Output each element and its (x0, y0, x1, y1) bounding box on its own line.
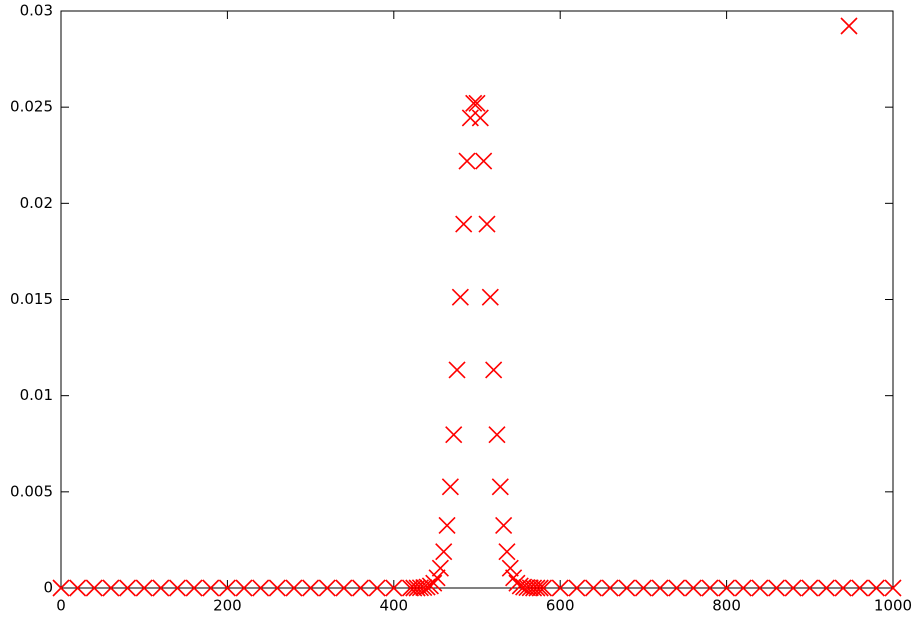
point (351, 579, 370, 597)
point (528, 579, 546, 597)
point (428, 569, 446, 587)
point (435, 543, 453, 561)
point (498, 543, 516, 561)
point (531, 579, 549, 597)
point (618, 579, 636, 597)
point (478, 215, 496, 233)
point (461, 109, 479, 127)
point (471, 109, 489, 127)
point (438, 516, 456, 535)
point (415, 579, 433, 597)
point (451, 288, 469, 306)
point (701, 579, 719, 597)
point (767, 579, 786, 597)
y-tick-label: 0.03 (20, 2, 53, 20)
point (501, 559, 519, 577)
point (135, 579, 153, 597)
point (218, 579, 236, 597)
x-tick-label: 400 (379, 597, 408, 615)
point (318, 579, 336, 597)
point (268, 579, 286, 597)
point (551, 579, 569, 597)
point (867, 579, 885, 597)
x-tick-label: 600 (546, 597, 575, 615)
y-tick-label: 0.02 (20, 194, 53, 212)
point (431, 559, 449, 577)
y-tick-label: 0.01 (20, 386, 53, 404)
point (335, 579, 353, 597)
point (834, 579, 852, 597)
point (488, 426, 506, 444)
point (152, 579, 170, 597)
point (411, 579, 429, 597)
plot-border (60, 10, 894, 589)
point (455, 215, 473, 233)
point (481, 288, 499, 306)
point (534, 579, 553, 597)
point (235, 579, 253, 597)
x-tick-label: 0 (56, 597, 66, 615)
point (118, 579, 137, 597)
y-tick-label: 0.015 (10, 290, 53, 308)
point (368, 579, 386, 597)
point (475, 152, 493, 170)
point (751, 579, 769, 597)
point (102, 579, 120, 597)
point (801, 579, 819, 597)
point (485, 361, 503, 379)
point (285, 579, 303, 597)
x-tick-label: 800 (712, 597, 741, 615)
point (884, 579, 902, 597)
point (465, 94, 483, 112)
point (445, 426, 463, 444)
point (168, 579, 187, 597)
point (185, 579, 203, 597)
point (784, 579, 802, 597)
y-tick-label: 0.005 (10, 482, 53, 500)
point (634, 579, 652, 597)
point (684, 579, 702, 597)
point (817, 579, 836, 597)
point (302, 579, 320, 597)
y-tick-label: 0 (43, 579, 53, 597)
point (425, 574, 443, 592)
point (385, 579, 403, 597)
point (448, 361, 466, 379)
y-tick-label: 0.025 (10, 98, 53, 116)
point (491, 478, 509, 496)
point (441, 478, 459, 496)
point (458, 152, 476, 170)
legend-marker (840, 17, 858, 35)
point (69, 579, 87, 597)
point (718, 579, 736, 597)
point (851, 579, 869, 597)
point (651, 579, 669, 597)
point (495, 516, 513, 535)
point (568, 579, 586, 597)
point (252, 579, 270, 597)
point (584, 579, 603, 597)
point (85, 579, 103, 597)
point (52, 579, 70, 597)
x-tick-label: 200 (213, 597, 242, 615)
x-tick-label: 1000 (874, 597, 912, 615)
point (668, 579, 686, 597)
point (734, 579, 752, 597)
point (468, 94, 486, 112)
point (601, 579, 619, 597)
point (202, 579, 220, 597)
